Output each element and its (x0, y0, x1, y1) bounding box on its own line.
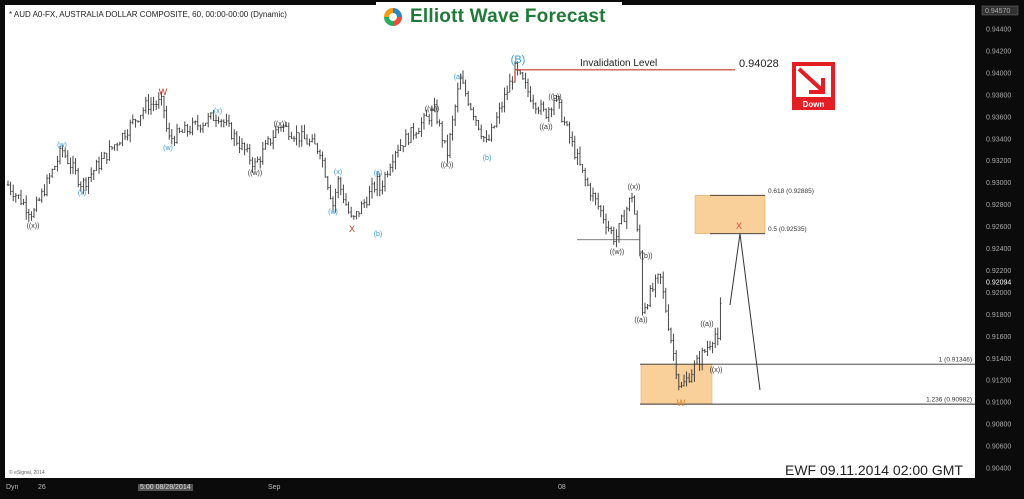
wave-label: ((a)) (634, 317, 647, 324)
down-signal-label: Down (803, 100, 825, 109)
y-tick: 0.92200 (986, 268, 1011, 275)
target-zone-x (694, 194, 766, 234)
y-tick: 0.93000 (986, 180, 1011, 187)
wave-label: (w) (57, 142, 67, 149)
fib-level-label: 0.618 (0.92885) (768, 188, 814, 195)
wave-label: ((x)) (274, 121, 287, 128)
wave-label: X (349, 224, 355, 234)
wave-label: ((x)) (441, 162, 454, 169)
wave-label: (b) (483, 155, 492, 162)
y-tick: 0.91600 (986, 334, 1011, 341)
fib-level-label: 1 (0.91346) (939, 357, 972, 364)
wave-label: W (677, 398, 686, 408)
y-tick: 0.92600 (986, 224, 1011, 231)
last-price-label: 0.92094 (986, 280, 1011, 287)
y-tick: 0.93600 (986, 114, 1011, 121)
y-tick: 0.94000 (986, 70, 1011, 77)
invalidation-value: 0.94028 (739, 58, 779, 70)
copyright: © eSignal, 2014 (9, 470, 45, 476)
y-top-value: 0.94570 (985, 8, 1010, 15)
wave-label: ((x)) (628, 184, 641, 191)
wave-label: (a) (454, 74, 463, 81)
y-tick: 0.90800 (986, 422, 1011, 429)
wave-label: (a) (374, 170, 383, 177)
y-tick: 0.91200 (986, 378, 1011, 385)
y-tick: 0.91400 (986, 356, 1011, 363)
wave-label: ((b)) (639, 253, 652, 260)
wave-label: (w) (328, 209, 338, 216)
wave-label: (x) (334, 169, 342, 176)
projection-path (729, 233, 761, 391)
fib-level-label: 1.236 (0.90982) (926, 397, 972, 404)
y-tick: 0.93800 (986, 92, 1011, 99)
timestamp-stamp: EWF 09.11.2014 02:00 GMT (785, 462, 963, 478)
y-tick: 0.92800 (986, 202, 1011, 209)
wave-label: (x) (214, 108, 222, 115)
dyn-label[interactable]: Dyn (6, 484, 19, 491)
y-tick: 0.92400 (986, 246, 1011, 253)
wave-label: ((w)) (248, 170, 262, 177)
y-tick: 0.91000 (986, 400, 1011, 407)
wave-label: ((b)) (548, 94, 561, 101)
invalidation-label: Invalidation Level (580, 58, 657, 69)
wave-label: ((w)) (610, 249, 624, 256)
y-tick: 0.94200 (986, 48, 1011, 55)
wave-label: ((x)) (710, 367, 723, 374)
wave-label: (B) (511, 54, 526, 66)
y-tick: 0.90600 (986, 444, 1011, 451)
x-tick-cursor: 5:00 08/28/2014 (138, 484, 193, 491)
logo-swirl-icon (384, 8, 402, 26)
y-tick: 0.93400 (986, 136, 1011, 143)
wave-label: (x) (78, 190, 86, 197)
y-tick: 0.91800 (986, 312, 1011, 319)
y-tick: 0.93200 (986, 158, 1011, 165)
y-tick: 0.92000 (986, 290, 1011, 297)
wave-label: ((x)) (27, 223, 40, 230)
x-axis[interactable]: Dyn 26 5:00 08/28/2014 Sep 08 (0, 480, 1024, 496)
y-tick: 0.94400 (986, 27, 1011, 34)
wave-label: ((a)) (539, 124, 552, 131)
x-tick: 26 (38, 484, 46, 491)
wave-label: W (159, 87, 168, 97)
wave-label: (b) (374, 231, 383, 238)
logo-text: Elliott Wave Forecast (410, 6, 606, 27)
chart-title: * AUD A0-FX, AUSTRALIA DOLLAR COMPOSITE,… (9, 10, 287, 19)
x-tick: 08 (558, 484, 566, 491)
logo: Elliott Wave Forecast (376, 2, 622, 32)
fib-level-label: 0.5 (0.92535) (768, 226, 807, 233)
wave-label: X (736, 221, 742, 231)
wave-label: (w) (163, 145, 173, 152)
x-tick: Sep (268, 484, 281, 491)
y-tick: 0.90400 (986, 466, 1011, 473)
arrow-down-right-icon (797, 67, 825, 94)
y-top-box (981, 5, 1019, 16)
wave-label: ((a)) (700, 321, 713, 328)
wave-label: ((w)) (425, 106, 439, 113)
